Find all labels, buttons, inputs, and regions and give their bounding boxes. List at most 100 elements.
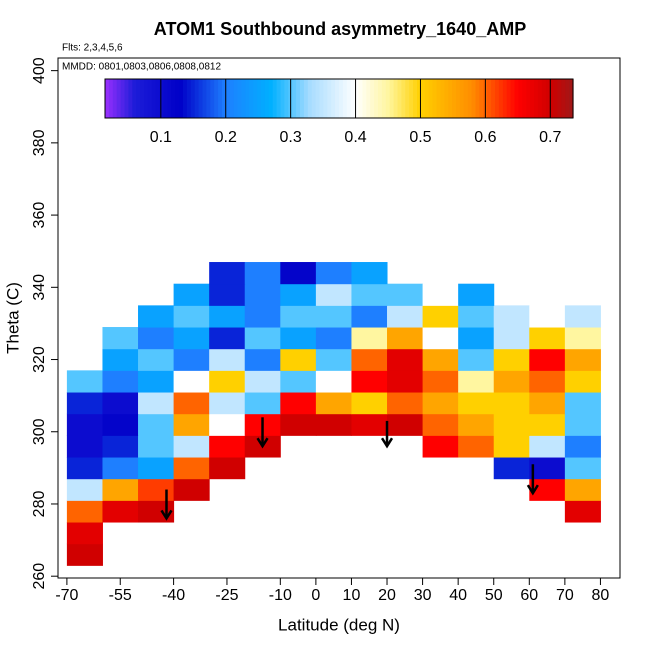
heat-cell	[351, 413, 388, 436]
x-tick-label: 30	[414, 587, 432, 604]
heat-cell	[529, 478, 566, 501]
heat-cell	[422, 327, 459, 350]
heat-cell	[173, 305, 210, 328]
heat-cell	[458, 283, 495, 306]
colorbar-swatch	[311, 79, 317, 118]
colorbar-swatch	[210, 79, 215, 118]
colorbar-swatch	[163, 79, 168, 118]
x-tick-label: -25	[215, 587, 238, 604]
colorbar-swatch	[417, 79, 422, 118]
colorbar-swatch	[440, 79, 445, 118]
heat-cell	[315, 283, 352, 306]
arrow-head	[380, 437, 394, 449]
heat-cell	[209, 370, 246, 393]
colorbar-swatch	[225, 79, 231, 118]
heat-cell	[529, 392, 566, 415]
colorbar-swatch	[280, 79, 285, 118]
heat-cell	[422, 348, 459, 371]
x-tick-label: 60	[520, 587, 538, 604]
colorbar-swatch	[428, 79, 434, 118]
colorbar-swatch	[120, 79, 126, 118]
heat-cell	[173, 370, 210, 393]
heat-cell	[66, 392, 103, 415]
heat-cell	[387, 413, 424, 436]
heat-cell	[387, 283, 424, 306]
heat-cell	[173, 283, 210, 306]
heat-cell	[529, 348, 566, 371]
heat-cell	[493, 370, 530, 393]
heat-cell	[209, 262, 246, 285]
heat-cell	[280, 327, 317, 350]
colorbar-tick-label: 0.7	[539, 129, 561, 146]
heat-cell	[458, 348, 495, 371]
x-tick-label: 0	[311, 587, 320, 604]
heat-cell	[351, 283, 388, 306]
heat-cell	[315, 327, 352, 350]
colorbar-swatch	[397, 79, 402, 118]
heat-cell	[422, 283, 459, 306]
heat-cell	[351, 305, 388, 328]
y-tick-label: 360	[31, 202, 48, 229]
heat-cell	[315, 392, 352, 415]
colorbar-swatch	[514, 79, 519, 118]
heat-cell	[102, 370, 139, 393]
colorbar-swatch	[339, 79, 344, 118]
heat-cell	[458, 370, 495, 393]
colorbar-swatch	[502, 79, 508, 118]
colorbar-tick-label: 0.1	[150, 129, 172, 146]
chart-title: ATOM1 Southbound asymmetry_1640_AMP	[154, 19, 526, 39]
colorbar-swatch	[272, 79, 278, 118]
heat-cell	[209, 413, 246, 436]
colorbar-swatch	[541, 79, 547, 118]
heat-cell	[66, 478, 103, 501]
colorbar-swatch	[358, 79, 363, 118]
heat-cell	[173, 392, 210, 415]
heat-cell	[529, 435, 566, 458]
heat-cell	[387, 370, 424, 393]
colorbar-swatch	[346, 79, 352, 118]
colorbar-swatch	[296, 79, 301, 118]
heat-cell	[138, 413, 175, 436]
heat-cell	[102, 327, 139, 350]
annotation: MMDD: 0801,0803,0806,0808,0812	[62, 62, 221, 73]
colorbar-swatch	[487, 79, 492, 118]
heat-cell	[102, 478, 139, 501]
colorbar-swatch	[233, 79, 239, 118]
arrow-head	[256, 437, 269, 449]
annotation: Flts: 2,3,4,5,6	[62, 43, 123, 54]
colorbar-swatch	[319, 79, 324, 118]
colorbar-swatch	[108, 79, 114, 118]
heat-cell	[138, 327, 175, 350]
colorbar-swatch	[518, 79, 523, 118]
colorbar-swatch	[459, 79, 465, 118]
heat-cell	[351, 327, 388, 350]
heat-cell	[138, 500, 175, 523]
y-tick-label: 260	[31, 563, 48, 590]
colorbar-swatch	[132, 79, 137, 118]
heat-cell	[102, 413, 139, 436]
heat-cell	[458, 413, 495, 436]
heat-cell	[529, 370, 566, 393]
heat-cell	[564, 370, 601, 393]
colorbar-swatch	[350, 79, 356, 118]
arrow-head	[160, 509, 173, 521]
colorbar-swatch	[335, 79, 340, 118]
colorbar-swatch	[456, 79, 461, 118]
heat-cell	[458, 392, 495, 415]
heat-cell	[66, 435, 103, 458]
heat-cell	[209, 435, 246, 458]
heat-cell	[564, 392, 601, 415]
y-tick-label: 300	[31, 418, 48, 445]
colorbar-tick-label: 0.2	[215, 129, 237, 146]
heat-cell	[280, 392, 317, 415]
colorbar-swatch	[553, 79, 558, 118]
colorbar-swatch	[241, 79, 246, 118]
heat-cell	[564, 413, 601, 436]
colorbar-swatch	[151, 79, 157, 118]
heat-cell	[458, 305, 495, 328]
x-tick-label: 40	[449, 587, 467, 604]
heat-cell	[138, 392, 175, 415]
heat-cell	[529, 457, 566, 480]
colorbar-swatch	[144, 79, 149, 118]
heat-cell	[244, 392, 281, 415]
